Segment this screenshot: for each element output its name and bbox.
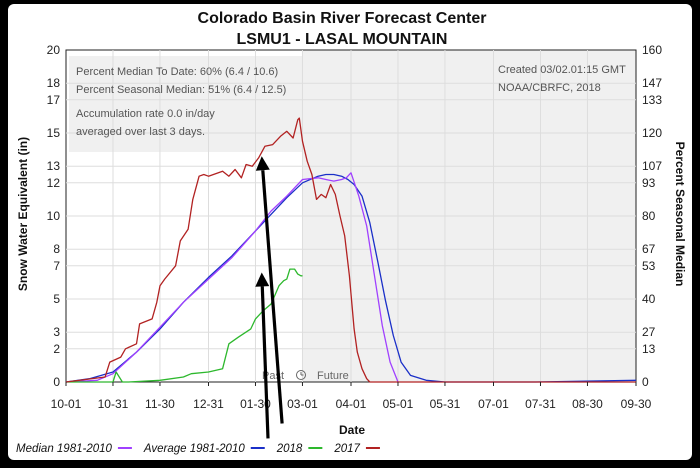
x-tick-label: 05-31 <box>430 397 461 411</box>
x-tick-label: 07-31 <box>525 397 556 411</box>
y2-tick-label: 133 <box>642 93 662 107</box>
x-tick-label: 09-30 <box>621 397 652 411</box>
y-tick-label: 0 <box>53 375 60 389</box>
x-tick-label: 12-31 <box>193 397 224 411</box>
y2-tick-label: 53 <box>642 259 656 273</box>
y2-tick-label: 147 <box>642 76 662 90</box>
series-line-2017 <box>65 117 636 383</box>
y-axis-label: Snow Water Equivalent (in) <box>16 137 30 291</box>
y-tick-label: 3 <box>53 325 60 339</box>
x-tick-label: 10-31 <box>98 397 129 411</box>
chart-title: Colorado Basin River Forecast Center <box>198 10 487 27</box>
x-axis-label: Date <box>339 423 365 437</box>
annotation-arrow <box>260 286 270 439</box>
x-tick-label: 05-01 <box>383 397 414 411</box>
x-tick-label: 04-01 <box>336 397 367 411</box>
x-tick-label: 11-30 <box>145 397 175 411</box>
x-tick-label: 08-30 <box>572 397 603 411</box>
y-tick-label: 5 <box>53 292 60 306</box>
x-tick-label: 10-01 <box>51 397 82 411</box>
y-tick-label: 15 <box>47 126 61 140</box>
annotation-arrows <box>255 156 284 439</box>
y-tick-label: 8 <box>53 242 60 256</box>
y2-tick-label: 13 <box>642 342 656 356</box>
future-label: Future <box>317 370 349 382</box>
y-tick-label: 13 <box>47 159 61 173</box>
note-accumulation-rate: Accumulation rate 0.0 in/day <box>76 108 215 120</box>
clock-icon <box>296 370 306 380</box>
x-tick-label: 01-30 <box>240 397 271 411</box>
created-source: NOAA/CBRFC, 2018 <box>498 82 601 94</box>
y2-tick-label: 67 <box>642 242 656 256</box>
tick-labels: 0 2 3 5 7 8 10 12 13 15 17 18 20 0 13 27 40 53 67 80 93 107 12… <box>47 43 663 411</box>
x-tick-label: 07-01 <box>478 397 509 411</box>
y-tick-label: 20 <box>47 43 61 57</box>
note-percent-seasonal-median: Percent Seasonal Median: 51% (6.4 / 12.5… <box>76 84 286 96</box>
legend-label: Median 1981-2010 <box>16 443 113 455</box>
chart-card: Colorado Basin River Forecast Center LSM… <box>8 4 692 460</box>
y2-axis-label: Percent Seasonal Median <box>673 142 687 287</box>
created-box <box>492 56 632 102</box>
y2-tick-label: 107 <box>642 159 662 173</box>
annotation-arrowhead <box>255 272 270 287</box>
y2-tick-label: 0 <box>642 375 649 389</box>
notes-box <box>69 56 317 152</box>
legend-label: 2017 <box>333 443 360 455</box>
gridlines <box>66 50 636 382</box>
y2-tick-label: 40 <box>642 292 656 306</box>
y-tick-label: 18 <box>47 76 61 90</box>
note-percent-median-to-date: Percent Median To Date: 60% (6.4 / 10.6) <box>76 66 278 78</box>
y2-tick-label: 27 <box>642 325 656 339</box>
snow-water-chart: Colorado Basin River Forecast Center LSM… <box>16 10 687 455</box>
annotation-arrowhead <box>255 156 270 171</box>
y-tick-label: 2 <box>53 342 60 356</box>
y-tick-label: 10 <box>47 209 61 223</box>
annotation-arrow <box>261 170 284 424</box>
series-line-2018 <box>66 268 303 383</box>
y2-tick-label: 160 <box>642 43 662 57</box>
x-tick-label: 03-01 <box>287 397 318 411</box>
series-group <box>65 117 637 383</box>
y2-tick-label: 80 <box>642 209 656 223</box>
note-averaged-over: averaged over last 3 days. <box>76 126 205 138</box>
series-line-median-1981-2010 <box>65 172 399 383</box>
y-tick-label: 12 <box>47 176 61 190</box>
y-tick-label: 7 <box>53 259 60 273</box>
legend: Median 1981-2010 Average 1981-2010 2018 201… <box>16 443 380 455</box>
created-timestamp: Created 03/02.01:15 GMT <box>498 64 626 76</box>
y-tick-label: 17 <box>47 93 61 107</box>
chart-subtitle: LSMU1 - LASAL MOUNTAIN <box>237 31 448 48</box>
y2-tick-label: 93 <box>642 176 656 190</box>
y2-tick-label: 120 <box>642 126 662 140</box>
legend-label: 2018 <box>276 443 303 455</box>
legend-label: Average 1981-2010 <box>143 443 245 455</box>
